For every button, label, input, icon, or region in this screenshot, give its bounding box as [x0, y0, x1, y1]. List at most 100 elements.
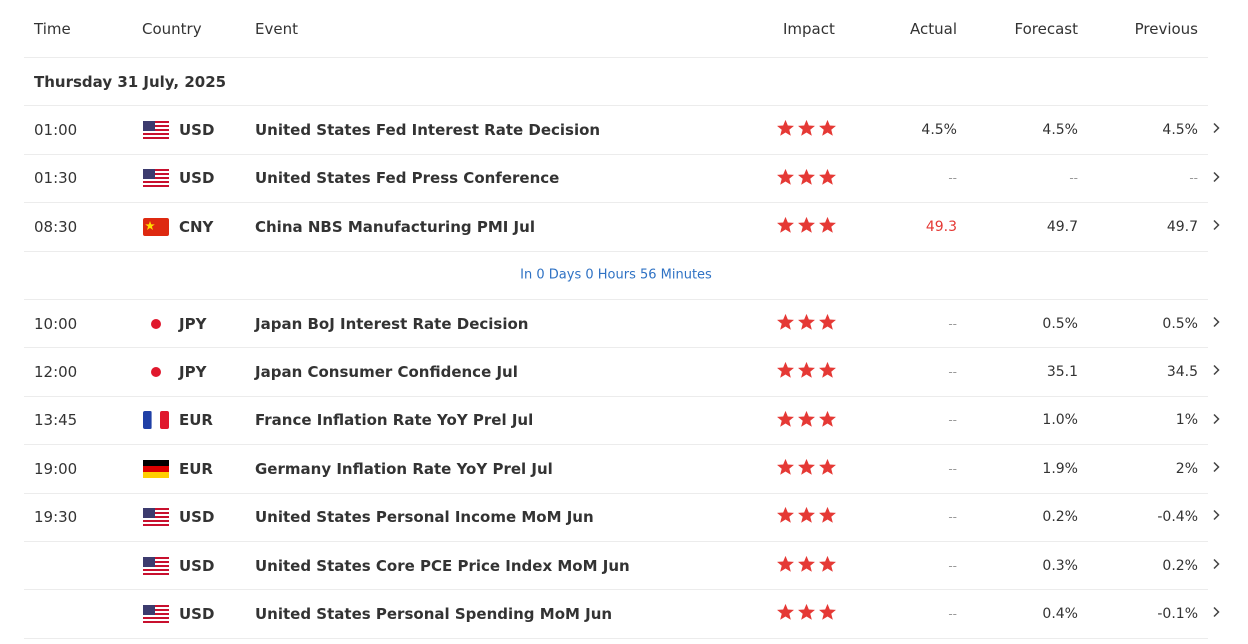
currency: USD — [179, 605, 215, 624]
chevron[interactable] — [1211, 316, 1221, 328]
event-row[interactable]: USD United States Personal Spending MoM … — [24, 590, 1208, 639]
impact-stars — [776, 313, 838, 331]
impact-stars — [776, 216, 838, 234]
previous: 0.2% — [1162, 557, 1198, 574]
actual: -- — [948, 607, 957, 622]
previous: 49.7 — [1166, 218, 1198, 235]
actual: -- — [948, 558, 957, 573]
impact-stars — [776, 506, 838, 524]
event-row[interactable]: 12:00 JPY Japan Consumer Confidence Jul … — [24, 348, 1208, 397]
event-name: Japan BoJ Interest Rate Decision — [255, 314, 529, 333]
flag — [143, 169, 169, 187]
currency: EUR — [179, 459, 213, 478]
column-header: Event — [255, 19, 298, 38]
forecast: 35.1 — [1046, 364, 1078, 381]
flag — [143, 315, 169, 333]
forecast: 49.7 — [1046, 218, 1078, 235]
currency: JPY — [179, 314, 207, 333]
chevron[interactable] — [1211, 461, 1221, 473]
event-name: Japan Consumer Confidence Jul — [255, 363, 518, 382]
chevron[interactable] — [1211, 364, 1221, 376]
chevron[interactable] — [1211, 558, 1221, 570]
impact-stars — [776, 168, 838, 186]
impact-stars — [776, 410, 838, 428]
forecast: 0.4% — [1042, 606, 1078, 623]
event-row[interactable]: 19:30 USD United States Personal Income … — [24, 494, 1208, 542]
actual: 4.5% — [921, 122, 957, 139]
column-header: Previous — [1134, 19, 1198, 38]
actual: -- — [948, 510, 957, 525]
currency: CNY — [179, 217, 214, 236]
forecast: 0.3% — [1042, 557, 1078, 574]
currency: JPY — [179, 363, 207, 382]
event-row[interactable]: USD United States Core PCE Price Index M… — [24, 542, 1208, 591]
event-row[interactable]: 08:30 CNY China NBS Manufacturing PMI Ju… — [24, 203, 1208, 252]
date: Thursday 31 July, 2025 — [34, 72, 227, 91]
flag — [143, 121, 169, 139]
event-row[interactable]: 01:00 USD United States Fed Interest Rat… — [24, 106, 1208, 155]
time: 10:00 — [34, 314, 78, 333]
forecast: -- — [1069, 171, 1078, 186]
forecast: 4.5% — [1042, 122, 1078, 139]
actual: -- — [948, 461, 957, 476]
countdown-row: In 0 Days 0 Hours 56 Minutes — [24, 252, 1208, 300]
previous: -- — [1189, 171, 1198, 186]
impact-stars — [776, 361, 838, 379]
chevron[interactable] — [1211, 219, 1221, 231]
previous: 1% — [1175, 412, 1198, 429]
time: 12:00 — [34, 363, 78, 382]
currency: USD — [179, 508, 215, 527]
column-header: Forecast — [1014, 19, 1078, 38]
column-header: Country — [142, 19, 202, 38]
chevron[interactable] — [1211, 509, 1221, 521]
impact-stars — [776, 555, 838, 573]
forecast: 0.2% — [1042, 509, 1078, 526]
column-header: Impact — [783, 19, 835, 38]
forecast: 0.5% — [1042, 315, 1078, 332]
chevron[interactable] — [1211, 122, 1221, 134]
impact-stars — [776, 603, 838, 621]
flag — [143, 557, 169, 575]
event-row[interactable]: 13:45 EUR France Inflation Rate YoY Prel… — [24, 397, 1208, 446]
event-row[interactable]: 19:00 EUR Germany Inflation Rate YoY Pre… — [24, 445, 1208, 494]
actual: -- — [948, 171, 957, 186]
event-name: United States Personal Income MoM Jun — [255, 508, 594, 527]
chevron[interactable] — [1211, 171, 1221, 183]
impact-stars — [776, 119, 838, 137]
event-name: China NBS Manufacturing PMI Jul — [255, 217, 535, 236]
time: 19:30 — [34, 508, 78, 527]
time: 01:00 — [34, 121, 78, 140]
forecast: 1.9% — [1042, 460, 1078, 477]
event-row[interactable]: 01:30 USD United States Fed Press Confer… — [24, 155, 1208, 204]
currency: USD — [179, 556, 215, 575]
previous: 2% — [1175, 460, 1198, 477]
event-name: United States Personal Spending MoM Jun — [255, 605, 613, 624]
flag — [143, 605, 169, 623]
time: 13:45 — [34, 411, 78, 430]
flag — [143, 218, 169, 236]
currency: USD — [179, 169, 215, 188]
forecast: 1.0% — [1042, 412, 1078, 429]
previous: 4.5% — [1162, 122, 1198, 139]
previous: 34.5 — [1166, 364, 1198, 381]
date-row: Thursday 31 July, 2025 — [24, 58, 1208, 107]
previous: 0.5% — [1162, 315, 1198, 332]
currency: EUR — [179, 411, 213, 430]
time: 01:30 — [34, 169, 78, 188]
column-header: Time — [34, 19, 71, 38]
flag — [143, 508, 169, 526]
event-row[interactable]: 10:00 JPY Japan BoJ Interest Rate Decisi… — [24, 300, 1208, 349]
chevron[interactable] — [1211, 413, 1221, 425]
chevron[interactable] — [1211, 606, 1221, 618]
actual: -- — [948, 413, 957, 428]
event-name: France Inflation Rate YoY Prel Jul — [255, 411, 534, 430]
countdown: In 0 Days 0 Hours 56 Minutes — [520, 267, 712, 283]
flag — [143, 411, 169, 429]
event-name: United States Fed Press Conference — [255, 169, 560, 188]
actual: -- — [948, 316, 957, 331]
event-name: United States Core PCE Price Index MoM J… — [255, 556, 630, 575]
column-header: Actual — [910, 19, 957, 38]
time: 08:30 — [34, 217, 78, 236]
impact-stars — [776, 458, 838, 476]
